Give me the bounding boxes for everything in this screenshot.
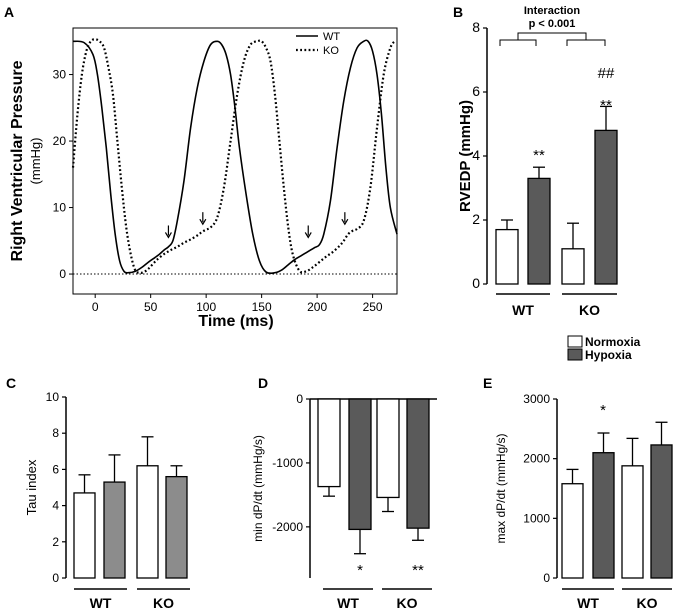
a-ytick-label: 30 [53,68,67,82]
bar-legend: Normoxia Hypoxia [567,335,641,362]
y-tick-label: 0 [296,392,303,406]
y-tick-label: 10 [46,390,60,404]
legend-normoxia-swatch [567,335,583,348]
y-axis-title: Tau index [24,459,39,515]
panel-b-rvedp: 0 2 4 6 8 WT KO RVEDP (mmHg) ** ** ## [457,19,618,318]
arrow-marker [199,212,207,226]
a-ytick-label: 0 [59,267,66,281]
y-tick-label: -1000 [272,456,303,470]
bar-wt-hypoxia [527,177,551,285]
y-tick-label: 3000 [523,392,550,406]
ko-pressure-line [71,38,396,274]
panel-a-ylabel-unit: (mmHg) [28,138,43,185]
bar-wt-hypoxia [103,481,126,579]
a-xtick-label: 150 [252,300,272,314]
group-label-wt: WT [512,302,534,318]
panel-label-d: D [258,375,268,391]
panel-a-xlabel: Time (ms) [198,313,273,330]
panel-label-e: E [483,375,492,391]
interaction-title: Interaction [524,5,581,17]
y-tick-label: 4 [472,147,480,163]
wt-pressure-line [72,39,398,275]
panel-a-ylabel: Right Ventricular Pressure [9,60,26,261]
bar-wt-normoxia [561,483,584,579]
bar-wt-hypoxia [348,398,372,531]
bar-ko-normoxia [621,465,644,579]
y-tick-label: -2000 [272,520,303,534]
panel-label-b: B [453,4,463,20]
group-label-ko: KO [579,302,600,318]
y-tick-label: 8 [52,426,59,440]
bar-ko-hypoxia [406,398,430,529]
legend-ko-label: KO [323,45,339,57]
bar-wt-normoxia [495,228,519,285]
panel-label-a: A [4,4,14,20]
a-xtick-label: 50 [144,300,158,314]
a-xtick-label: 100 [196,300,216,314]
significance-marker: ## [598,65,615,82]
y-axis-title: max dP/dt (mmHg/s) [494,433,508,543]
bar-ko-normoxia [561,248,585,285]
bracket-interaction [517,32,587,40]
y-tick-label: 1000 [523,511,550,525]
significance-marker: ** [600,97,612,114]
interaction-annotation: Interaction p < 0.001 [499,5,606,46]
y-tick-label: 4 [52,499,59,513]
group-label-ko: KO [637,595,658,611]
a-xtick-label: 250 [363,300,383,314]
significance-marker: ** [412,562,424,579]
interaction-pvalue: p < 0.001 [529,18,576,30]
group-label-ko: KO [153,595,174,611]
y-tick-label: 8 [472,19,480,35]
bracket-wt [499,39,537,46]
bar-ko-hypoxia [165,475,188,579]
a-xtick-label: 0 [92,300,99,314]
y-tick-label: 0 [543,571,550,585]
y-axis-title: min dP/dt (mmHg/s) [251,435,265,542]
group-label-wt: WT [337,595,359,611]
panel-a-pressure-trace: 0 10 20 30 0 50 100 150 200 250 WT KO Right Ventr… [9,27,398,330]
group-label-ko: KO [397,595,418,611]
panel-c-tau: 0 2 4 6 8 10 WT KO Tau index [24,390,190,611]
legend-hypoxia-label: Hypoxia [585,348,632,362]
arrow-marker [341,212,349,226]
legend-hypoxia-swatch [567,348,583,361]
y-axis-title: RVEDP (mmHg) [457,100,474,212]
y-tick-label: 6 [52,462,59,476]
a-ytick-label: 10 [53,201,67,215]
arrow-marker [304,225,312,239]
bracket-ko [566,39,606,46]
a-ytick-label: 20 [53,134,67,148]
bar-ko-hypoxia [650,444,673,579]
y-tick-label: 2000 [523,452,550,466]
bar-wt-hypoxia [592,452,615,579]
bar-wt-normoxia [317,398,341,488]
bar-ko-normoxia [136,465,159,579]
significance-marker: * [600,402,606,419]
y-tick-label: 6 [472,83,480,99]
significance-marker: ** [533,147,545,164]
group-label-wt: WT [577,595,599,611]
significance-marker: * [357,562,363,579]
y-tick-label: 2 [52,535,59,549]
arrow-marker [164,225,172,239]
legend-wt-label: WT [323,31,340,43]
a-xtick-label: 200 [307,300,327,314]
y-tick-label: 0 [52,571,59,585]
bar-wt-normoxia [73,492,96,579]
bar-ko-hypoxia [594,129,618,285]
panel-a-ticks: 0 10 20 30 0 50 100 150 200 250 [53,68,383,314]
y-tick-label: 0 [472,275,480,291]
bar-ko-normoxia [376,398,400,499]
panel-label-c: C [6,375,16,391]
legend-normoxia-label: Normoxia [585,335,641,349]
panel-a-arrows [164,212,349,239]
panel-a-frame [72,27,398,295]
panel-e-max-dpdt: 0 1000 2000 3000 WT KO max dP/dt (mmHg/s) * [494,392,673,611]
y-tick-label: 2 [472,211,480,227]
group-label-wt: WT [90,595,112,611]
